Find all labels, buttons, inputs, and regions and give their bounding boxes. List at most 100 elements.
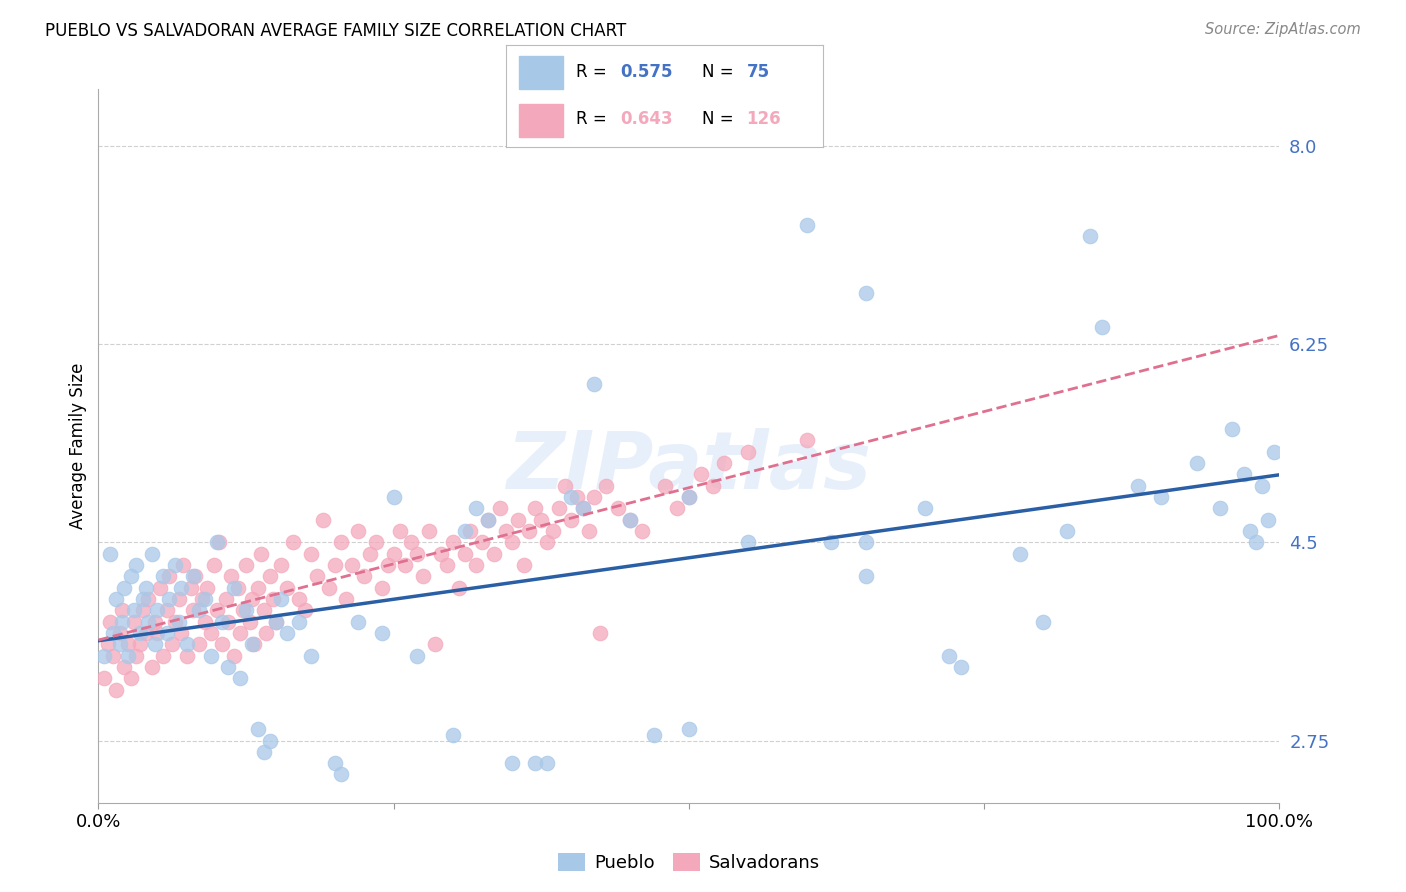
Point (143, 615, 166, 629)
Point (270, 558, 292, 572)
Point (156, 603, 179, 617)
Point (689, 467, 711, 482)
Point (1209, 501, 1232, 516)
Point (541, 524, 564, 538)
Point (156, 626, 179, 640)
Point (737, 444, 759, 458)
Point (226, 581, 249, 595)
Text: R =: R = (576, 63, 612, 81)
Point (382, 490, 405, 504)
Text: R =: R = (576, 111, 612, 128)
Point (283, 535, 305, 549)
Point (318, 581, 340, 595)
Point (713, 456, 735, 470)
Point (471, 535, 494, 549)
Point (108, 626, 131, 640)
Point (506, 513, 529, 527)
Point (224, 581, 246, 595)
Point (312, 513, 335, 527)
Point (136, 591, 159, 606)
Point (512, 558, 534, 572)
Point (1150, 490, 1173, 504)
Point (132, 591, 155, 606)
Point (246, 581, 269, 595)
Point (165, 558, 187, 572)
Text: N =: N = (703, 111, 740, 128)
Point (560, 490, 582, 504)
Point (855, 286, 877, 301)
Point (191, 591, 214, 606)
Point (135, 626, 157, 640)
Point (299, 648, 322, 663)
Text: N =: N = (703, 63, 740, 81)
Point (571, 501, 593, 516)
Y-axis label: Average Family Size: Average Family Size (69, 363, 87, 529)
Point (157, 569, 180, 583)
Point (678, 722, 700, 736)
Point (371, 581, 394, 595)
Point (578, 524, 600, 538)
Point (1250, 478, 1272, 492)
Point (536, 756, 558, 771)
Point (560, 513, 582, 527)
Point (135, 581, 157, 595)
Point (401, 535, 423, 549)
Point (194, 591, 217, 606)
Point (215, 591, 238, 606)
Point (477, 513, 499, 527)
Point (105, 591, 128, 606)
Point (335, 591, 357, 606)
Point (406, 648, 429, 663)
Text: 0.643: 0.643 (620, 111, 672, 128)
Point (565, 490, 588, 504)
Point (643, 728, 665, 742)
Legend: Pueblo, Salvadorans: Pueblo, Salvadorans (551, 846, 827, 880)
Point (117, 637, 139, 651)
Point (125, 558, 148, 572)
Point (619, 513, 641, 527)
Point (93, 648, 115, 663)
Point (128, 637, 150, 651)
Point (194, 615, 217, 629)
Point (678, 490, 700, 504)
Point (122, 615, 145, 629)
Point (495, 524, 517, 538)
Point (229, 671, 252, 685)
Point (208, 535, 231, 549)
Point (205, 603, 228, 617)
Point (630, 524, 652, 538)
Point (914, 501, 936, 516)
Text: 126: 126 (747, 111, 782, 128)
Text: 75: 75 (747, 63, 769, 81)
Point (1008, 547, 1031, 561)
Point (219, 569, 242, 583)
Text: ZIPatlas: ZIPatlas (506, 428, 872, 507)
Point (423, 637, 446, 651)
Point (938, 648, 960, 663)
Point (583, 376, 606, 391)
Point (152, 569, 174, 583)
Point (436, 558, 458, 572)
Point (394, 558, 416, 572)
Point (1239, 524, 1261, 538)
Point (465, 501, 488, 516)
Point (1126, 478, 1149, 492)
Point (607, 501, 630, 516)
Point (125, 648, 148, 663)
Point (737, 535, 759, 549)
Point (122, 603, 145, 617)
Point (530, 513, 553, 527)
Point (146, 603, 169, 617)
Point (482, 547, 505, 561)
Point (288, 615, 311, 629)
Point (276, 581, 298, 595)
Point (108, 637, 131, 651)
Point (377, 558, 399, 572)
Point (820, 535, 842, 549)
Point (796, 218, 818, 232)
Point (172, 558, 194, 572)
Text: Source: ZipAtlas.com: Source: ZipAtlas.com (1205, 22, 1361, 37)
Point (176, 648, 198, 663)
Point (121, 671, 143, 685)
Point (501, 535, 523, 549)
